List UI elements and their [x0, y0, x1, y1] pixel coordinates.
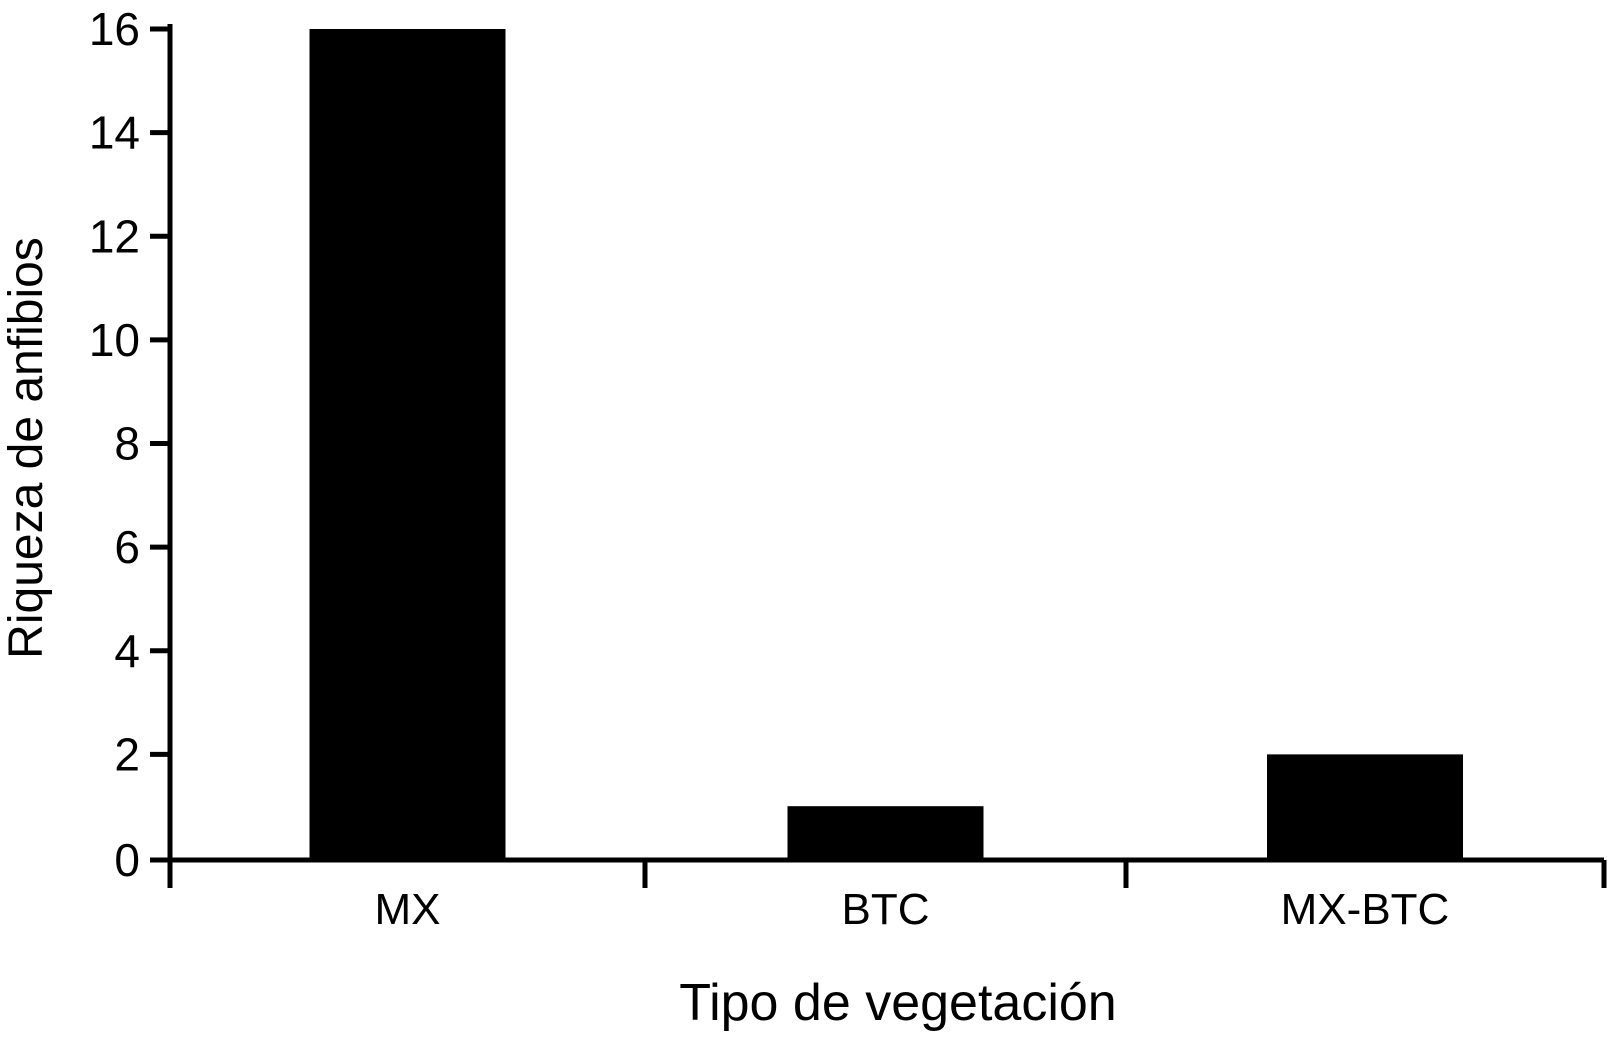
- bar-mx-btc: [1267, 754, 1463, 858]
- y-tick-label: 6: [114, 521, 140, 573]
- x-axis-label: Tipo de vegetación: [679, 974, 1116, 1032]
- y-tick-label: 2: [114, 728, 140, 780]
- bar-mx: [309, 29, 506, 858]
- x-tick-label: MX: [375, 885, 441, 934]
- x-ticks: MX BTC MX-BTC: [167, 860, 1607, 934]
- y-ticks: 0 2 4 6 8 10 12 14 16: [89, 3, 170, 886]
- y-tick-label: 8: [114, 418, 140, 470]
- y-tick-label: 12: [89, 210, 140, 262]
- x-tick-label: MX-BTC: [1281, 885, 1450, 934]
- bars-layer: [309, 29, 1463, 858]
- y-tick-label: 4: [114, 625, 140, 677]
- bar-btc: [787, 806, 984, 858]
- y-tick-label: 16: [89, 3, 140, 55]
- y-tick-label: 0: [114, 834, 140, 886]
- x-tick-label: BTC: [842, 885, 930, 934]
- y-tick-label: 10: [89, 314, 140, 366]
- y-tick-label: 14: [89, 107, 140, 159]
- y-axis-label: Riqueza de anfibios: [0, 237, 53, 659]
